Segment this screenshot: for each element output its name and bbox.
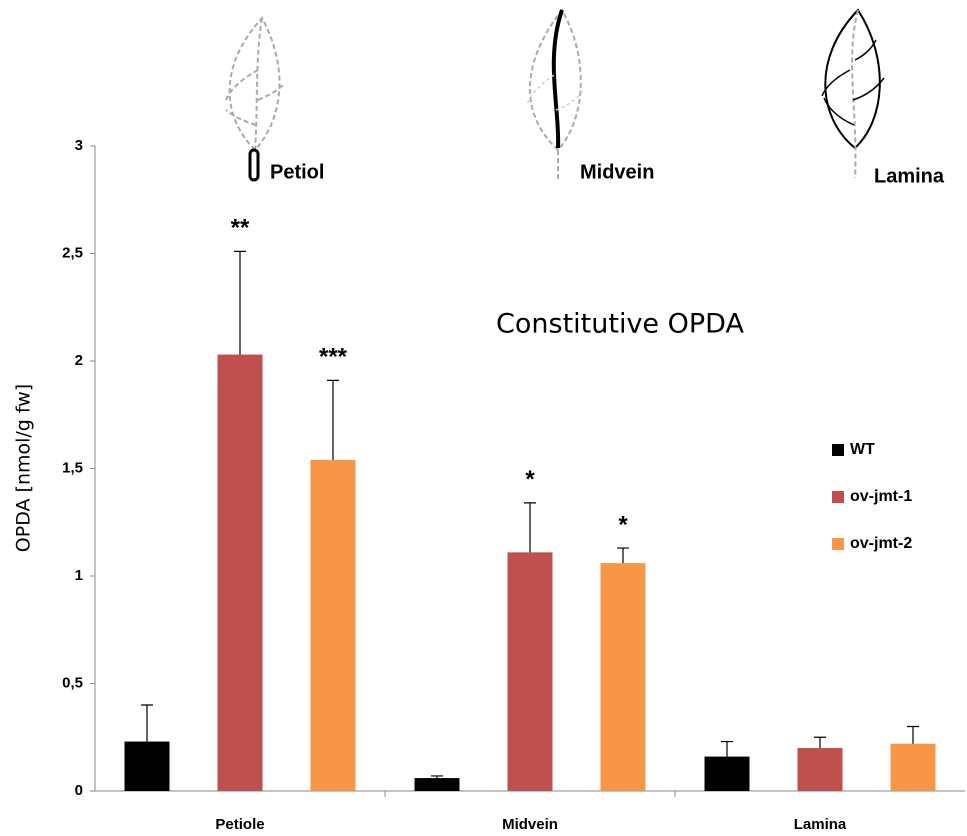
error-bar: [814, 737, 826, 748]
y-tick-label: 2,5: [62, 244, 83, 261]
error-bar: [234, 251, 246, 354]
error-bar: [141, 705, 153, 742]
significance-label: *: [525, 466, 535, 493]
leaf-label: Lamina: [874, 165, 945, 187]
bar: [125, 742, 170, 791]
chart-title: Constitutive OPDA: [496, 309, 744, 340]
y-tick-label: 3: [75, 137, 83, 154]
bar: [705, 757, 750, 791]
leaf-icon-lamina: [822, 10, 884, 178]
error-bar: [327, 380, 339, 460]
y-tick-label: 0,5: [62, 674, 83, 691]
bar: [798, 748, 843, 791]
error-bar: [907, 727, 919, 744]
legend-label: ov-jmt-1: [850, 488, 912, 505]
y-tick-label: 1,5: [62, 459, 83, 476]
bar: [601, 563, 646, 791]
error-bar: [431, 776, 443, 778]
significance-label: ***: [319, 344, 348, 371]
bar: [218, 355, 263, 791]
significance-label: *: [618, 511, 628, 538]
x-tick-label: Midvein: [502, 816, 558, 833]
legend-swatch: [832, 538, 844, 550]
y-tick-label: 2: [75, 352, 83, 369]
chart: Petiol Midvein Lamina Constitutive OPDA …: [0, 0, 967, 836]
y-tick-label: 0: [75, 782, 83, 799]
leaf-icon-midvein: [527, 10, 583, 182]
bar: [311, 460, 356, 791]
bar: [508, 552, 553, 791]
error-bar: [617, 548, 629, 563]
leaf-label: Petiol: [270, 161, 324, 183]
significance-label: **: [231, 215, 250, 242]
error-bar: [524, 503, 536, 552]
bar: [891, 744, 936, 791]
legend-swatch: [832, 444, 844, 456]
legend-swatch: [832, 491, 844, 503]
bar: [415, 778, 460, 791]
x-tick-label: Lamina: [794, 816, 847, 833]
leaf-icon-petiole: [226, 18, 283, 150]
legend-label: ov-jmt-2: [850, 535, 912, 552]
y-axis-label: OPDA [nmol/g fw]: [13, 384, 35, 552]
leaf-petiole-highlight: [250, 150, 258, 180]
legend-label: WT: [850, 441, 875, 458]
x-tick-label: Petiole: [215, 816, 264, 833]
y-tick-label: 1: [75, 567, 83, 584]
leaf-label: Midvein: [580, 161, 654, 183]
error-bar: [721, 742, 733, 757]
